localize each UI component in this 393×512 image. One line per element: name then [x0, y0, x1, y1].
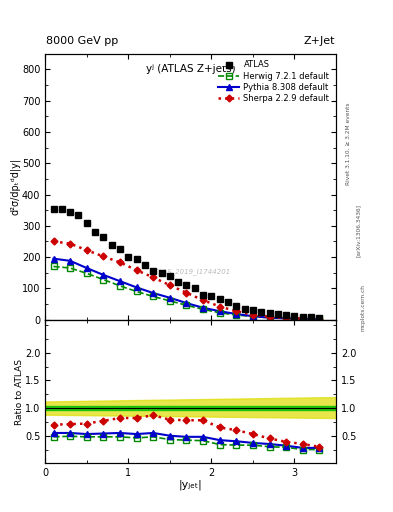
- Text: ATLAS_2019_I1744201: ATLAS_2019_I1744201: [151, 268, 231, 275]
- Legend: ATLAS, Herwig 7.2.1 default, Pythia 8.308 default, Sherpa 2.2.9 default: ATLAS, Herwig 7.2.1 default, Pythia 8.30…: [216, 58, 332, 105]
- Text: Rivet 3.1.10, ≥ 3.2M events: Rivet 3.1.10, ≥ 3.2M events: [346, 102, 351, 185]
- Text: mcplots.cern.ch: mcplots.cern.ch: [360, 284, 365, 331]
- Y-axis label: Ratio to ATLAS: Ratio to ATLAS: [15, 358, 24, 424]
- Text: [arXiv:1306.3436]: [arXiv:1306.3436]: [356, 204, 361, 257]
- Text: 8000 GeV pp: 8000 GeV pp: [46, 36, 119, 46]
- Text: Z+Jet: Z+Jet: [303, 36, 335, 46]
- Text: yʲ (ATLAS Z+jets): yʲ (ATLAS Z+jets): [146, 65, 235, 74]
- X-axis label: |yⱼₑₜ|: |yⱼₑₜ|: [179, 480, 202, 490]
- Y-axis label: d²σ/dpₜᵈd|y|: d²σ/dpₜᵈd|y|: [10, 158, 20, 215]
